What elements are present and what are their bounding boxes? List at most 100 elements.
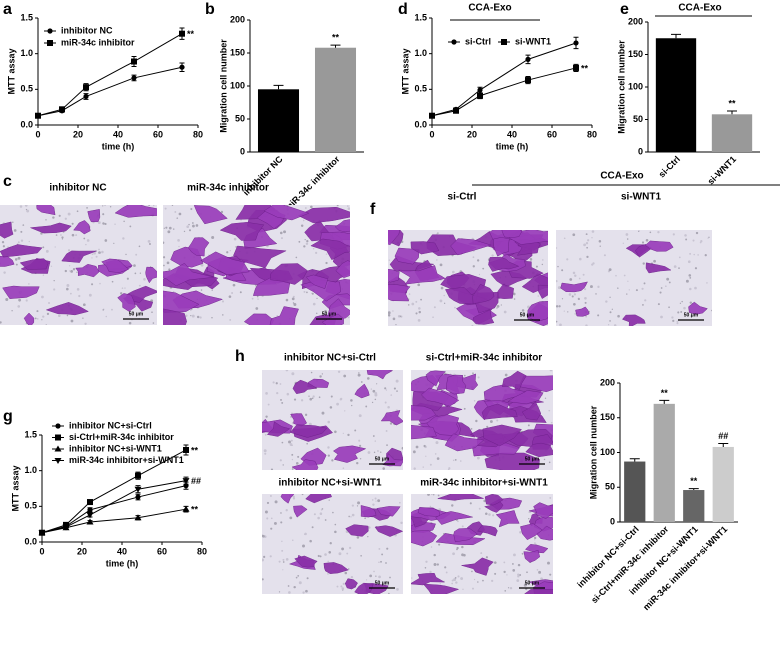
pore [273,521,277,525]
pore [700,240,703,243]
pore [411,302,415,306]
pore [163,227,165,229]
pore [220,210,224,214]
legend-label: si-Ctrl+miR-34c inhibitor [69,432,174,442]
pore [424,567,427,569]
pore [67,249,71,252]
pore [308,395,310,397]
pore [396,588,399,591]
pore [190,208,193,211]
pore [211,316,213,319]
pore [645,238,649,242]
pore [28,240,30,243]
pore [45,249,49,253]
pore [272,381,275,384]
pore [316,297,318,299]
pore [678,256,681,259]
pore [282,561,285,563]
pore [550,421,553,424]
annotation: ** [690,476,698,486]
pore [488,513,491,516]
pore [304,239,306,241]
pore [374,391,378,395]
pore [292,539,294,541]
pore [351,404,353,407]
y-tick-label: 0 [610,516,615,526]
pore [688,274,692,277]
pore [657,303,660,306]
cell [398,265,446,285]
pore [411,577,413,579]
cell [388,283,411,302]
pore [573,293,577,296]
point [135,494,141,500]
image-caption: si-Ctrl [448,192,477,203]
pore [134,272,137,275]
cell [327,298,350,320]
cell [382,453,403,467]
pore [637,230,640,233]
pore [233,237,237,241]
x-tick-label: 20 [467,129,477,139]
pore [657,231,660,234]
pore [668,281,671,284]
pore [328,499,330,501]
pore [25,208,28,211]
pore [280,521,283,524]
pore [400,521,403,525]
bar [655,38,697,152]
pore [177,239,180,242]
cell [472,283,495,305]
pore [305,589,308,593]
bar [683,490,705,522]
micrograph: 50 μm [388,230,548,326]
pore [598,240,602,243]
pore [370,388,373,390]
pore [343,374,347,378]
annotation: ** [661,388,669,398]
cell [525,442,553,458]
pore [147,240,151,243]
pore [264,452,267,455]
pore [364,517,367,520]
pore [327,446,330,449]
pore [388,259,391,261]
pore [433,494,435,496]
y-axis-label: MTT assay [10,465,20,511]
series-line [431,42,577,117]
pore [371,499,374,501]
pore [48,302,51,305]
pore [85,243,87,246]
pore [300,399,304,402]
pore [689,301,692,304]
pore [393,387,396,390]
pore [327,560,329,563]
pore [591,237,593,239]
pore [17,256,21,260]
pore [457,520,459,523]
pore [529,258,533,261]
pore [609,311,612,314]
pore [255,284,257,287]
x-tick-label: 60 [547,129,557,139]
pore [517,563,521,567]
pore [429,463,432,466]
scale-bar-label: 50 μm [375,580,390,586]
pore [319,555,322,558]
pore [17,305,21,308]
pore [436,563,439,566]
pore [491,254,494,257]
pore [573,302,576,306]
pore [121,287,124,289]
pore [82,317,84,319]
pore [496,305,500,308]
pore [183,230,186,233]
pore [104,222,107,226]
point [179,64,185,70]
pore [290,416,292,418]
error-bar [330,44,341,48]
pore [42,246,45,249]
pore [61,238,64,240]
pore [506,574,508,576]
pore [433,563,437,567]
